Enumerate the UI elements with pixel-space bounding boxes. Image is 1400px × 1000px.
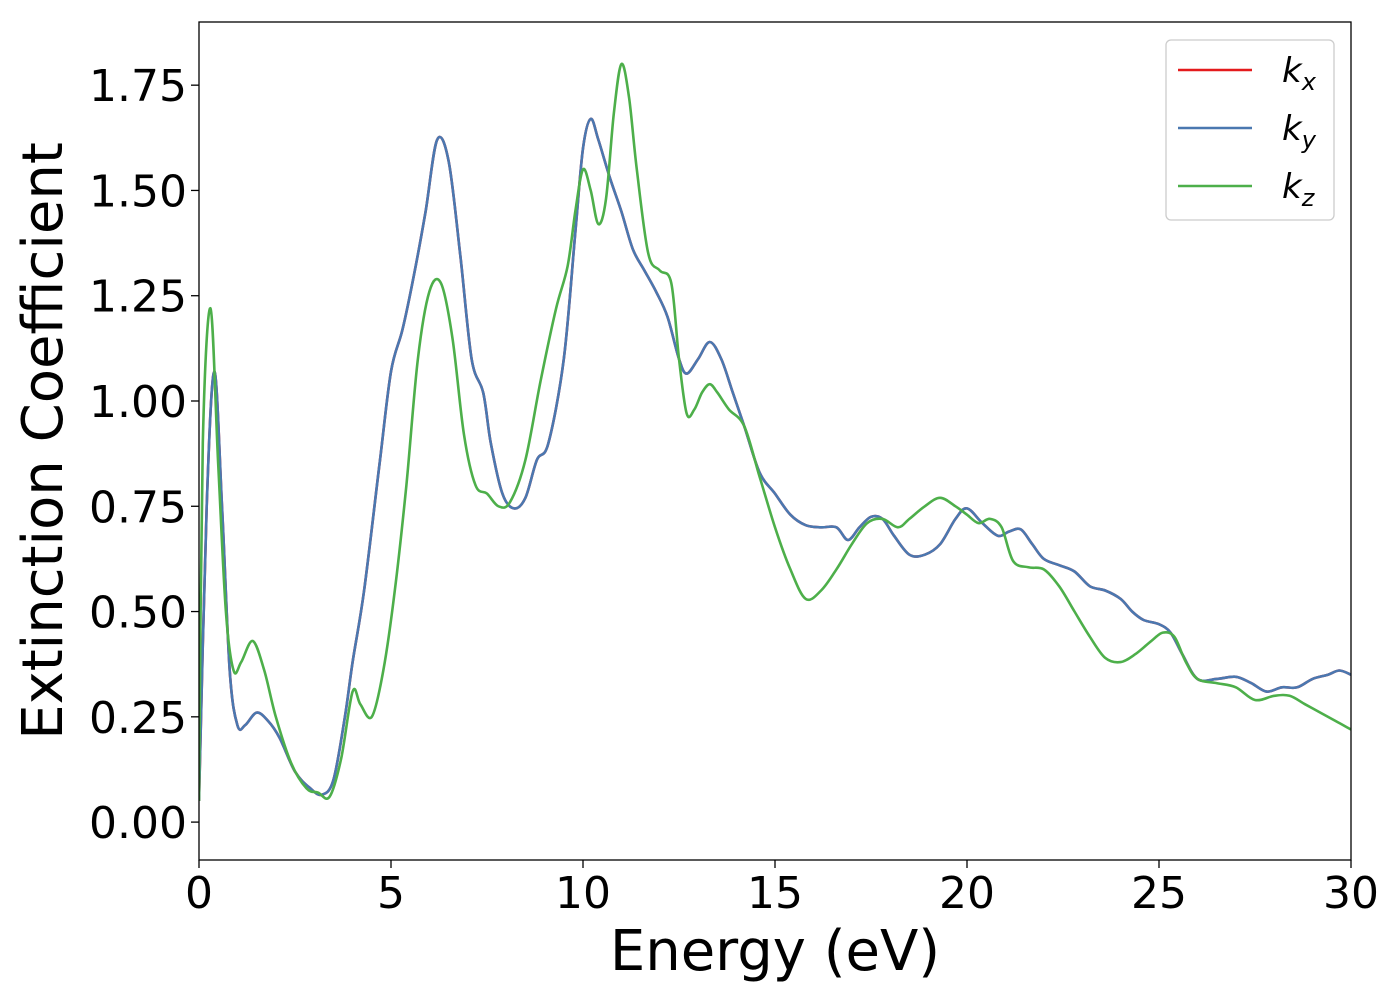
y-axis-label: Extinction Coefficient xyxy=(11,142,76,740)
y-tick-label: 0.50 xyxy=(89,588,187,639)
y-tick-label: 1.75 xyxy=(89,61,187,112)
legend-label-ky: ky xyxy=(1282,109,1317,154)
x-tick-label: 15 xyxy=(747,868,803,919)
x-tick-label: 10 xyxy=(555,868,611,919)
x-tick-label: 20 xyxy=(939,868,995,919)
y-tick-label: 0.00 xyxy=(89,798,187,849)
legend-label-kz: kz xyxy=(1282,167,1316,212)
y-tick-label: 0.25 xyxy=(89,693,187,744)
y-axis-ticks: 0.00 0.25 0.50 0.75 1.00 1.25 1.50 1.75 xyxy=(89,61,199,849)
x-tick-label: 0 xyxy=(185,868,213,919)
series-line-kx xyxy=(199,117,1351,802)
plot-frame xyxy=(198,21,1352,861)
x-tick-label: 25 xyxy=(1131,868,1187,919)
legend-box xyxy=(1165,39,1335,221)
y-tick-label: 1.00 xyxy=(89,377,187,428)
y-tick-label: 0.75 xyxy=(89,482,187,533)
series-layer xyxy=(199,62,1351,802)
legend: kx ky kz xyxy=(1165,39,1335,221)
x-tick-label: 30 xyxy=(1323,868,1379,919)
series-line-kz xyxy=(199,62,1351,802)
y-tick-label: 1.25 xyxy=(89,272,187,323)
legend-label-kx: kx xyxy=(1282,51,1317,96)
x-axis-label: Energy (eV) xyxy=(610,919,940,984)
x-axis-ticks: 0 5 10 15 20 25 30 xyxy=(185,860,1379,919)
series-line-ky xyxy=(199,117,1351,802)
y-tick-label: 1.50 xyxy=(89,166,187,217)
x-tick-label: 5 xyxy=(377,868,405,919)
